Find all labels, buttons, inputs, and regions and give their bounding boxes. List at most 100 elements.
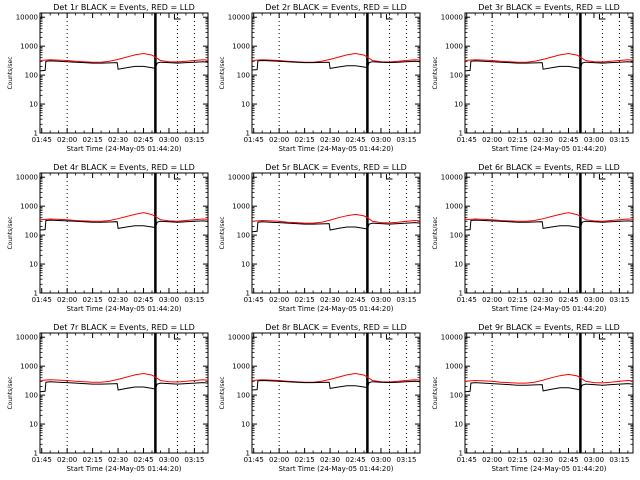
plot-frame	[39, 172, 209, 294]
y-axis-label: Counts/sec	[7, 216, 14, 249]
y-tick-label: 1	[459, 450, 463, 458]
series-line-2	[464, 382, 634, 393]
x-tick-label: 03:00	[584, 136, 604, 144]
x-tick-label: 02:30	[108, 136, 128, 144]
panel-title: Det 1r BLACK = Events, RED = LLD	[53, 3, 195, 12]
y-tick-label: 1000	[20, 363, 38, 371]
x-tick-label: 02:00	[482, 296, 502, 304]
y-tick-label: 10	[241, 101, 250, 109]
y-tick-label: 10000	[228, 334, 250, 342]
x-axis-label: Start Time (24-May-05 01:44:20)	[278, 145, 393, 153]
y-tick-label: 1	[34, 290, 38, 298]
y-tick-label: 100	[237, 392, 250, 400]
x-tick-label: 02:45	[345, 136, 365, 144]
series-line-1	[251, 52, 421, 63]
y-axis-label: Counts/sec	[219, 216, 226, 249]
x-tick-label: 02:15	[295, 456, 315, 464]
y-tick-label: 1000	[232, 363, 250, 371]
y-tick-label: 10000	[16, 174, 38, 182]
series-line-1	[39, 52, 209, 63]
y-tick-label: 10	[241, 261, 250, 269]
x-tick-label: 02:30	[320, 456, 340, 464]
x-tick-label: 02:15	[295, 136, 315, 144]
bracket-marker	[598, 14, 606, 20]
y-tick-label: 1	[459, 290, 463, 298]
series-line-2	[251, 59, 421, 71]
y-tick-label: 100	[450, 72, 463, 80]
series-line-2	[464, 60, 634, 72]
panel-det-7: Det 7r BLACK = Events, RED = LLD 1 10 100 10…	[7, 323, 209, 473]
x-tick-label: 03:00	[371, 136, 391, 144]
panel-title: Det 3r BLACK = Events, RED = LLD	[478, 3, 620, 12]
x-tick-label: 02:15	[508, 296, 528, 304]
x-tick-label: 02:00	[482, 136, 502, 144]
y-tick-label: 1000	[445, 43, 463, 51]
x-axis-label: Start Time (24-May-05 01:44:20)	[66, 305, 181, 313]
y-tick-label: 1	[34, 450, 38, 458]
x-tick-label: 03:00	[371, 456, 391, 464]
x-axis-label: Start Time (24-May-05 01:44:20)	[491, 305, 606, 313]
x-tick-label: 02:00	[269, 296, 289, 304]
series-line-1	[251, 372, 421, 383]
y-tick-label: 100	[450, 232, 463, 240]
y-tick-label: 1000	[232, 203, 250, 211]
x-tick-label: 02:30	[533, 296, 553, 304]
y-tick-label: 10	[29, 421, 38, 429]
y-tick-label: 1000	[232, 43, 250, 51]
series-line-1	[39, 212, 209, 222]
y-tick-label: 10	[454, 421, 463, 429]
plot-frame	[251, 332, 421, 454]
plot-frame	[251, 12, 421, 134]
panel-title: Det 7r BLACK = Events, RED = LLD	[53, 323, 195, 332]
x-tick-label: 03:00	[159, 296, 179, 304]
series-line-1	[464, 373, 634, 384]
plot-frame	[251, 172, 421, 294]
panel-title: Det 5r BLACK = Events, RED = LLD	[265, 163, 407, 172]
x-tick-label: 03:00	[584, 456, 604, 464]
y-tick-label: 1000	[20, 43, 38, 51]
panel-det-9: Det 9r BLACK = Events, RED = LLD 1 10 100 10…	[432, 323, 634, 473]
y-tick-label: 10000	[16, 334, 38, 342]
x-tick-label: 02:45	[345, 456, 365, 464]
x-tick-label: 01:45	[457, 136, 477, 144]
y-tick-label: 1000	[445, 203, 463, 211]
x-tick-label: 02:30	[320, 136, 340, 144]
x-tick-label: 03:15	[609, 296, 629, 304]
x-tick-label: 02:00	[269, 456, 289, 464]
x-tick-label: 03:15	[184, 456, 204, 464]
series-line-2	[39, 381, 209, 393]
series-line-2	[39, 60, 209, 72]
x-tick-label: 03:15	[184, 296, 204, 304]
panel-det-5: Det 5r BLACK = Events, RED = LLD 1 10 100 10…	[219, 163, 421, 313]
x-tick-label: 02:00	[269, 136, 289, 144]
bracket-marker	[598, 174, 606, 180]
x-tick-label: 03:15	[609, 456, 629, 464]
y-tick-label: 10	[29, 101, 38, 109]
x-tick-label: 02:15	[83, 296, 103, 304]
x-tick-label: 02:45	[558, 136, 578, 144]
y-axis-label: Counts/sec	[219, 56, 226, 89]
x-tick-label: 01:45	[32, 296, 52, 304]
x-axis-label: Start Time (24-May-05 01:44:20)	[66, 145, 181, 153]
panel-title: Det 2r BLACK = Events, RED = LLD	[265, 3, 407, 12]
x-tick-label: 02:00	[57, 296, 77, 304]
x-tick-label: 01:45	[244, 456, 264, 464]
x-tick-label: 02:00	[57, 136, 77, 144]
x-tick-label: 01:45	[457, 296, 477, 304]
y-tick-label: 10	[241, 421, 250, 429]
series-line-1	[464, 212, 634, 222]
panel-det-4: Det 4r BLACK = Events, RED = LLD 1 10 100 10…	[7, 163, 209, 313]
panel-det-6: Det 6r BLACK = Events, RED = LLD 1 10 100 10…	[432, 163, 634, 313]
x-tick-label: 01:45	[244, 296, 264, 304]
series-line-2	[251, 379, 421, 391]
panel-title: Det 6r BLACK = Events, RED = LLD	[478, 163, 620, 172]
x-tick-label: 03:00	[584, 296, 604, 304]
x-tick-label: 02:45	[558, 456, 578, 464]
x-tick-label: 02:00	[57, 456, 77, 464]
y-tick-label: 1000	[20, 203, 38, 211]
bracket-marker	[173, 174, 181, 180]
x-tick-label: 02:45	[558, 296, 578, 304]
y-tick-label: 10000	[441, 174, 463, 182]
x-tick-label: 02:00	[482, 456, 502, 464]
